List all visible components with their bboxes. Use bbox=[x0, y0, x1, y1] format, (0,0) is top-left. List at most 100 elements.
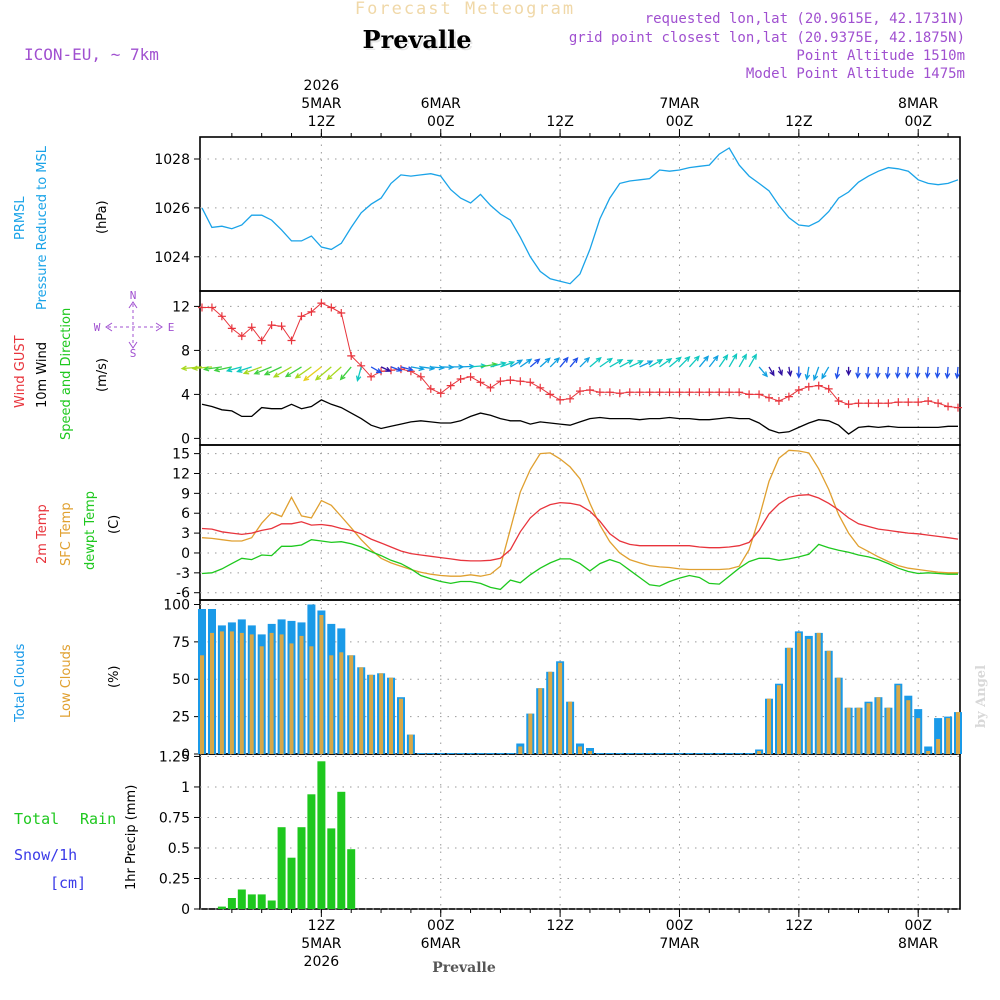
gust-marker bbox=[327, 303, 336, 312]
rain-bar bbox=[297, 827, 306, 909]
wind-arrow bbox=[326, 366, 342, 381]
y-tick-label: 3 bbox=[181, 526, 190, 542]
gust-marker bbox=[576, 387, 584, 396]
wind-arrow bbox=[821, 366, 830, 380]
rain-bar bbox=[237, 889, 246, 909]
low-cloud-bar bbox=[866, 703, 871, 754]
rain-bar bbox=[217, 906, 226, 909]
wind-arrows bbox=[180, 352, 961, 382]
total-cloud-bar bbox=[735, 753, 744, 754]
cloud-bars bbox=[198, 604, 962, 754]
wind-arrow bbox=[284, 366, 302, 378]
y-tick-label: 50 bbox=[172, 672, 190, 688]
wind-arrow bbox=[599, 357, 614, 368]
top-time-label: 00Z bbox=[666, 114, 693, 130]
top-time-label: 00Z bbox=[427, 114, 454, 130]
top-time-label: 12Z bbox=[785, 114, 812, 130]
gust-marker bbox=[237, 332, 246, 341]
gust-marker bbox=[884, 399, 893, 408]
wind-arrow bbox=[812, 366, 820, 382]
y-tick-label: 6 bbox=[181, 506, 190, 522]
low-cloud-bar bbox=[906, 700, 911, 754]
gust-marker bbox=[904, 398, 913, 407]
gust-marker bbox=[834, 397, 843, 405]
wind-arrow bbox=[355, 366, 362, 382]
gust-marker bbox=[745, 390, 754, 399]
wind-arrow bbox=[639, 360, 654, 368]
rain-bar bbox=[277, 827, 286, 909]
point-altitude: Point Altitude 1510m bbox=[796, 48, 965, 64]
total-cloud-bar bbox=[655, 753, 664, 754]
low-cloud-bar bbox=[239, 632, 244, 754]
gust-marker bbox=[645, 388, 654, 397]
gust-marker bbox=[506, 376, 515, 385]
temp-unit: (C) bbox=[107, 515, 122, 534]
y-tick-label: 0.75 bbox=[159, 810, 190, 826]
low-cloud-bar bbox=[349, 655, 354, 754]
rain-bar bbox=[257, 894, 266, 909]
wind-arrow bbox=[748, 353, 757, 368]
gust-marker bbox=[675, 388, 684, 397]
total-cloud-bar bbox=[605, 753, 614, 754]
gust-markers bbox=[198, 299, 962, 412]
gust-marker bbox=[496, 377, 505, 386]
gust-label: Wind GUST bbox=[13, 335, 28, 408]
total-cloud-bar bbox=[436, 753, 445, 754]
gust-marker bbox=[864, 399, 873, 408]
gust-marker bbox=[317, 299, 326, 308]
compass-n: N bbox=[130, 289, 137, 302]
bottom-time-label: 2026 bbox=[304, 954, 340, 970]
wind-arrow bbox=[924, 366, 931, 379]
low-cloud-bar bbox=[796, 632, 801, 754]
wind-arrow bbox=[589, 356, 602, 368]
gust-marker bbox=[446, 381, 455, 390]
bottom-time-label: 12Z bbox=[785, 918, 812, 934]
pressure-line bbox=[201, 147, 959, 285]
top-time-label: 2026 bbox=[304, 78, 340, 94]
top-time-label: 12Z bbox=[308, 114, 335, 130]
location-title: Prevalle bbox=[365, 27, 474, 56]
wind-arrow bbox=[519, 358, 533, 368]
gust-marker bbox=[486, 383, 495, 392]
low-cloud-bar bbox=[309, 646, 314, 754]
gust-marker bbox=[546, 390, 555, 399]
model-name: ICON-EU, ~ 7km bbox=[24, 45, 159, 64]
total-cloud-bar bbox=[625, 753, 634, 754]
total-cloud-label: Total Clouds bbox=[13, 643, 28, 723]
wind-arrow bbox=[855, 366, 861, 379]
low-cloud-bar bbox=[229, 631, 234, 754]
gust-marker bbox=[198, 303, 206, 312]
wind-arrow bbox=[400, 366, 414, 372]
panel-frames bbox=[199, 136, 961, 910]
wind-arrow bbox=[629, 360, 644, 368]
top-time-label: 5MAR bbox=[301, 96, 342, 112]
gust-marker bbox=[824, 384, 833, 393]
wind-arrow bbox=[339, 366, 352, 381]
wind-speed-line bbox=[201, 399, 958, 435]
sfc-temp-line bbox=[201, 449, 958, 577]
wind-arrow bbox=[303, 366, 322, 382]
low-cloud-bar bbox=[379, 673, 384, 754]
y-tick-label: 12 bbox=[172, 466, 190, 482]
wind-arrow bbox=[679, 355, 691, 368]
low-cloud-bar bbox=[767, 698, 771, 754]
y-tick-label: 0 bbox=[181, 902, 190, 918]
low-cloud-bar bbox=[319, 615, 324, 754]
low-cloud-bar bbox=[329, 655, 334, 754]
low-cloud-bar bbox=[210, 632, 214, 754]
total-cloud-bar bbox=[665, 753, 674, 754]
y-tick-label: 1028 bbox=[154, 152, 190, 168]
wind-arrow bbox=[569, 357, 579, 368]
bottom-time-label: 00Z bbox=[666, 918, 693, 934]
wind-arrow bbox=[758, 366, 768, 378]
low-cloud-bar bbox=[528, 713, 533, 754]
total-cloud-bar bbox=[705, 753, 714, 754]
wind-arrow bbox=[213, 366, 232, 373]
total-cloud-bar bbox=[496, 753, 505, 754]
wind-arrow bbox=[242, 366, 262, 375]
compass-s: S bbox=[130, 347, 137, 360]
low-cloud-bar bbox=[916, 718, 921, 754]
low-cloud-bar bbox=[369, 674, 374, 754]
total-cloud-bar bbox=[685, 753, 694, 754]
y-tick-label: 0 bbox=[181, 546, 190, 562]
